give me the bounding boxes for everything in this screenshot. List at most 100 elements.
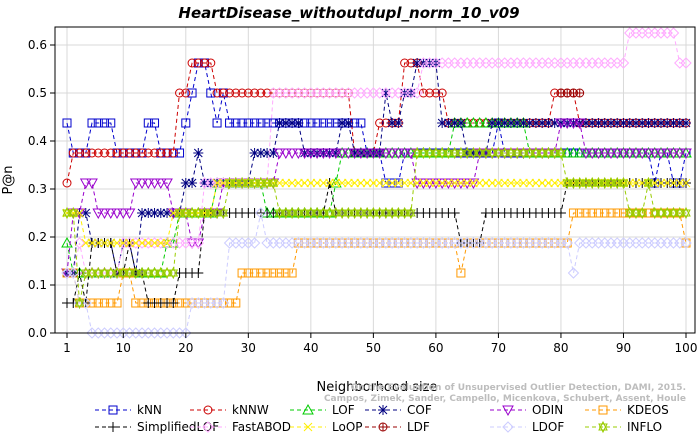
data-point xyxy=(100,298,110,308)
data-point xyxy=(255,148,266,158)
data-point xyxy=(162,266,172,280)
y-axis: 0.0 0.1 0.2 0.3 0.4 0.5 0.6 xyxy=(28,38,55,340)
data-point xyxy=(150,148,160,158)
watermark-line-1: On the Evaluation of Unsupervised Outlie… xyxy=(351,383,686,393)
data-point xyxy=(87,118,97,128)
data-point xyxy=(156,148,166,158)
data-point xyxy=(212,88,222,98)
legend-item: LDF xyxy=(365,420,430,434)
data-point xyxy=(630,148,642,160)
data-point xyxy=(155,266,166,280)
data-point xyxy=(468,148,479,158)
x-axis: 1 10 20 30 40 50 60 70 80 90 100 xyxy=(63,333,697,355)
legend-label: kNNW xyxy=(232,403,269,417)
data-point xyxy=(293,118,304,128)
data-point xyxy=(155,208,166,218)
data-point xyxy=(225,118,235,128)
data-point xyxy=(423,178,436,190)
data-point xyxy=(168,266,179,280)
data-point xyxy=(381,178,391,188)
data-point xyxy=(87,148,97,158)
data-point xyxy=(561,118,574,130)
data-point xyxy=(580,118,591,128)
data-point xyxy=(575,208,585,218)
data-point xyxy=(99,266,110,280)
data-point xyxy=(98,208,111,220)
data-point xyxy=(499,118,510,128)
data-point xyxy=(249,176,260,190)
legend-item: FastABOD xyxy=(190,420,291,434)
x-tick-label: 100 xyxy=(675,341,698,355)
data-point xyxy=(455,118,466,128)
data-point xyxy=(386,148,398,160)
data-point xyxy=(131,238,141,248)
data-point xyxy=(312,178,322,188)
data-point xyxy=(493,118,504,128)
data-point xyxy=(187,88,197,98)
data-point xyxy=(304,148,317,160)
data-point xyxy=(456,178,466,188)
data-point xyxy=(555,208,566,218)
data-point xyxy=(368,206,379,220)
data-point xyxy=(543,146,554,160)
series-kdeos xyxy=(62,208,691,308)
data-point xyxy=(275,268,285,278)
data-point xyxy=(112,298,122,308)
data-point xyxy=(143,266,154,280)
data-point xyxy=(467,116,480,128)
data-point xyxy=(317,148,330,160)
data-point xyxy=(274,206,285,220)
data-point xyxy=(306,206,316,220)
data-point xyxy=(637,118,648,128)
data-point xyxy=(574,176,585,190)
data-point xyxy=(243,268,253,278)
data-point xyxy=(118,238,128,248)
data-point xyxy=(624,206,635,220)
legend-label: LDOF xyxy=(532,420,564,434)
data-point xyxy=(674,206,685,220)
data-point xyxy=(599,176,610,190)
data-point xyxy=(192,237,205,249)
data-point xyxy=(125,148,135,158)
data-point xyxy=(425,178,434,188)
data-point xyxy=(79,178,92,190)
data-point xyxy=(187,58,197,68)
data-point xyxy=(343,88,353,98)
data-point xyxy=(62,178,72,188)
data-point xyxy=(531,146,541,160)
data-point xyxy=(543,118,554,128)
legend-label: LoOP xyxy=(332,420,363,434)
data-point xyxy=(93,266,104,280)
data-point xyxy=(405,148,417,160)
data-point xyxy=(293,206,304,220)
data-point xyxy=(505,118,516,128)
data-point xyxy=(137,208,148,218)
data-point xyxy=(243,118,253,128)
legend-label: INFLO xyxy=(627,420,662,434)
data-point xyxy=(118,266,129,280)
data-point xyxy=(617,148,630,160)
data-point xyxy=(87,238,97,248)
data-point xyxy=(243,88,253,98)
data-point xyxy=(237,268,247,278)
data-point xyxy=(143,118,153,128)
data-point xyxy=(499,146,510,160)
y-tick-label: 0.1 xyxy=(28,278,47,292)
data-point xyxy=(336,148,348,160)
data-point xyxy=(437,118,448,128)
data-point xyxy=(187,298,197,308)
data-point xyxy=(200,58,210,68)
data-point xyxy=(623,148,636,160)
legend-item: LOF xyxy=(290,403,355,417)
data-point xyxy=(612,118,623,128)
data-point xyxy=(93,298,103,308)
data-point xyxy=(248,237,261,249)
data-point xyxy=(337,118,348,128)
data-point xyxy=(668,118,679,128)
data-point xyxy=(462,146,472,160)
data-point xyxy=(593,208,603,218)
data-point xyxy=(549,146,560,160)
legend-label: ODIN xyxy=(532,403,563,417)
data-point xyxy=(518,118,529,128)
data-point xyxy=(562,176,573,190)
